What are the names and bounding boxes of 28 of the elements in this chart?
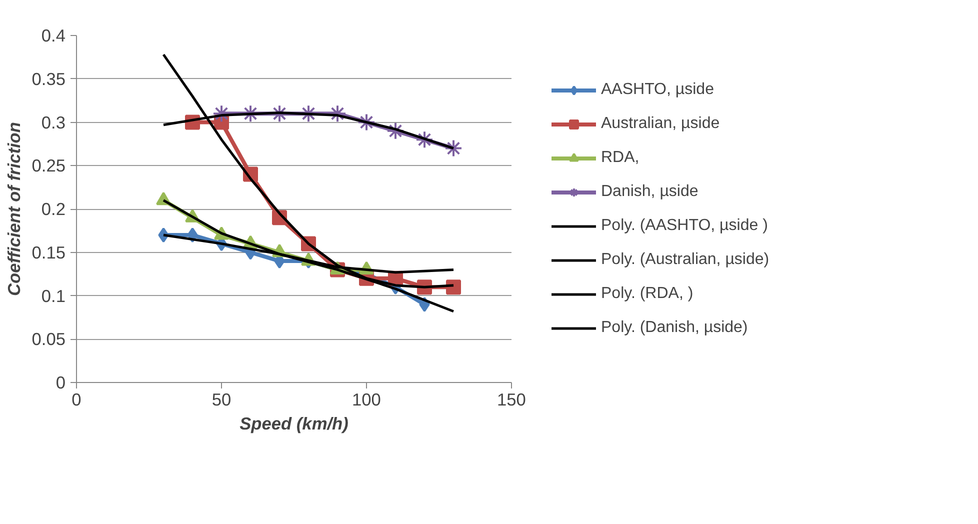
legend-label: Danish, µside [601,182,698,200]
point [386,122,404,140]
y-tick-label: 0.05 [32,329,66,350]
y-tick-label: 0.4 [41,26,66,46]
point [446,280,461,295]
legend-label: Poly. (Danish, µside) [601,318,748,336]
y-tick-label: 0.15 [32,242,66,262]
point [416,130,434,149]
point [358,113,376,132]
legend-label: RDA, [601,148,640,166]
y-tick-label: 0.2 [41,199,66,219]
x-tick-label: 50 [212,390,232,410]
y-tick-label: 0.3 [41,112,66,132]
y-tick-label: 0 [56,372,66,392]
x-tick-label: 0 [72,390,82,410]
x-axis-title: Speed (km/h) [240,414,349,434]
legend-label: AASHTO, µside [601,80,714,98]
x-tick-label: 100 [352,390,381,410]
legend-label: Poly. (Australian, µside) [601,250,770,268]
y-tick-label: 0.1 [41,286,66,306]
legend-label: Poly. (RDA, ) [601,284,694,302]
y-tick-label: 0.25 [32,156,66,176]
legend-label: Australian, µside [601,114,720,132]
y-tick-label: 0.35 [32,68,66,89]
x-tick-label: 150 [497,390,526,410]
point [444,139,462,158]
legend-label: Poly. (AASHTO, µside ) [601,216,768,234]
y-axis-title: Coefficient of friction [4,122,24,296]
